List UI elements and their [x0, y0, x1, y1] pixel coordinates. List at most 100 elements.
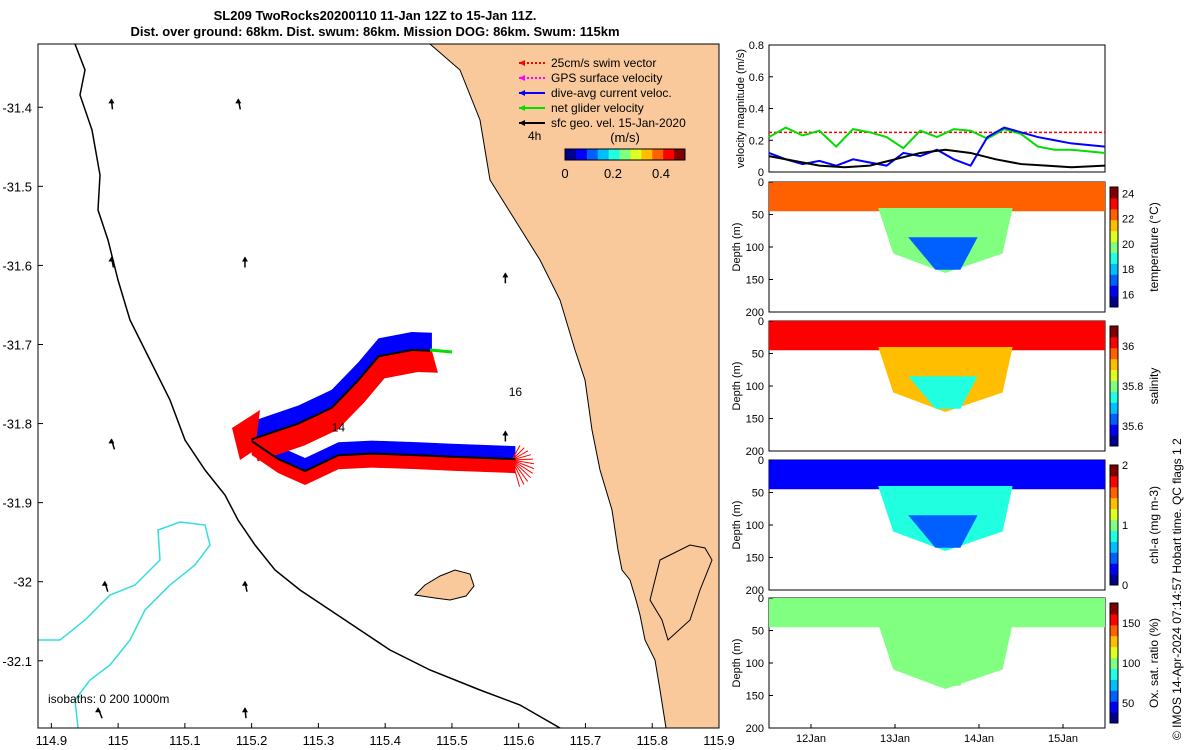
map-xtick-label-5: 115.4	[369, 733, 401, 748]
map-xtick-label-2: 115.1	[169, 733, 201, 748]
salinity-colorbar-seg-4	[1110, 391, 1118, 403]
chla-panel: 0 50 100 150 200 Depth (m) 0 1 2 chl-a (mg m-3)	[731, 455, 1161, 597]
chla-colorbar-seg-7	[1110, 497, 1118, 510]
oxygen-colorbar-frame	[1109, 602, 1119, 724]
map-xtick-label-9: 115.8	[636, 733, 668, 748]
salinity-colorbar-seg-6	[1110, 369, 1118, 382]
map-colorbar-seg-5	[619, 149, 631, 160]
salinity-colorbar-seg-10	[1110, 326, 1118, 338]
temperature-colorbar-seg-6	[1110, 230, 1118, 243]
chla-ylabel: Depth (m)	[731, 501, 743, 550]
chla-colorbar-seg-8	[1110, 486, 1118, 499]
temperature-colorbar-tick-2: 20	[1122, 239, 1134, 251]
oxygen-colorbar-seg-0	[1110, 712, 1118, 724]
temperature-colorbar-seg-8	[1110, 208, 1118, 221]
chla-colorbar-seg-5	[1110, 519, 1118, 531]
oxygen-surface-layer	[769, 598, 1105, 628]
map-xtick-label-6: 115.5	[436, 733, 468, 748]
oxygen-colorbar-seg-2	[1110, 690, 1118, 702]
oxygen-colorbar-label: Ox. sat. ratio (%)	[1147, 618, 1161, 708]
velocity-ytick-label-0: 0	[758, 167, 764, 179]
dive-avg-ribbon-back	[251, 427, 516, 472]
map-ytick-label-5: -31.9	[2, 496, 32, 511]
chla-ytick-label-0: 0	[758, 455, 764, 467]
legend-arrowhead-2	[519, 90, 525, 96]
map-colorbar-seg-1	[575, 149, 588, 160]
chla-surface-layer	[769, 460, 1105, 490]
copyright-note: © IMOS 14-Apr-2024 07:14:57 Hobart time.…	[1170, 438, 1184, 740]
temperature-ytick-label-3: 150	[746, 275, 764, 287]
salinity-panel: 0 50 100 150 200 Depth (m) 35.6 35.8 36 salinity	[731, 316, 1161, 458]
velocity-series-1	[768, 126, 1106, 154]
legend-arrowhead-1	[519, 75, 525, 81]
salinity-deep-layer	[908, 376, 978, 409]
temperature-panel: 0 50 100 150 200 Depth (m) 16 18 20 22 24 temperatu…	[731, 177, 1161, 319]
map-colorbar-note: 4h	[528, 129, 541, 143]
map-colorbar-tick-2: 0.4	[652, 166, 670, 181]
temperature-colorbar-seg-4	[1110, 252, 1118, 264]
temperature-ytick-label-2: 100	[746, 242, 764, 254]
map-ytick-label-4: -31.8	[2, 417, 32, 432]
geo-vector-6	[502, 272, 509, 284]
map-panel: 16 14 isobaths: 0 200 1000m 114.9 115 115.1 11…	[2, 43, 735, 748]
map-ytick-label-2: -31.6	[2, 258, 32, 273]
temperature-surface-layer	[769, 182, 1105, 212]
temperature-colorbar-seg-5	[1110, 241, 1118, 253]
map-ytick-label-0: -31.4	[2, 100, 32, 115]
map-colorbar-seg-0	[565, 149, 577, 160]
oxygen-colorbar-tick-0: 50	[1122, 698, 1134, 710]
chla-colorbar-seg-6	[1110, 508, 1118, 521]
land-peninsula	[649, 544, 713, 641]
temperature-colorbar-tick-3: 22	[1122, 214, 1134, 226]
salinity-ytick-label-0: 0	[758, 316, 764, 328]
map-colorbar-frame	[564, 148, 686, 161]
geo-vector-1	[235, 98, 242, 110]
oxygen-colorbar-seg-3	[1110, 679, 1118, 691]
geo-vector-8	[101, 580, 109, 592]
chla-colorbar-seg-9	[1110, 475, 1118, 488]
map-colorbar-tick-0: 0	[561, 166, 568, 181]
swim-vector-end-5	[511, 459, 534, 465]
temperature-colorbar-seg-1	[1110, 285, 1118, 297]
land-mainland	[429, 44, 719, 728]
map-colorbar-seg-9	[663, 149, 675, 160]
swim-vector-end-11	[511, 459, 521, 487]
legend-item-2: dive-avg current veloc.	[519, 86, 672, 100]
map-xtick-label-1: 115	[108, 733, 129, 748]
legend-label-3: net glider velocity	[551, 101, 644, 115]
chla-ytick-label-1: 50	[752, 488, 764, 500]
chla-colorbar-frame	[1109, 464, 1119, 586]
oxygen-colorbar-tick-2: 150	[1122, 618, 1140, 630]
geo-vector-11	[241, 707, 248, 719]
map-ytick-label-6: -32	[13, 575, 32, 590]
salinity-colorbar-seg-1	[1110, 424, 1118, 436]
figure-title: SL209 TwoRocks20200110 11-Jan 12Z to 15-…	[30, 8, 720, 40]
salinity-ytick-label-4: 200	[746, 446, 764, 458]
temperature-colorbar-tick-1: 18	[1122, 264, 1134, 276]
oxygen-colorbar-seg-4	[1110, 668, 1118, 680]
map-colorbar-seg-2	[586, 149, 599, 160]
oxygen-colorbar-seg-7	[1110, 635, 1118, 648]
legend-item-1: GPS surface velocity	[519, 71, 662, 85]
velocity-frame	[768, 44, 1106, 173]
swim-vector-end-6	[511, 459, 535, 470]
map-ytick-label-1: -31.5	[2, 179, 32, 194]
chla-colorbar-seg-2	[1110, 552, 1118, 564]
chla-deep-layer	[908, 515, 978, 548]
geo-vector-4	[108, 438, 116, 450]
oxygen-ylabel: Depth (m)	[731, 639, 743, 688]
map-xtick-label-7: 115.6	[503, 733, 535, 748]
time-tick-label-0: 12Jan	[796, 733, 826, 745]
chla-colorbar-tick-1: 1	[1122, 520, 1128, 532]
salinity-colorbar-frame	[1109, 325, 1119, 447]
temperature-ytick-label-0: 0	[758, 177, 764, 189]
chla-colorbar-seg-4	[1110, 530, 1118, 542]
time-tick-label-3: 15Jan	[1048, 733, 1078, 745]
swim-vector-turnaround	[232, 410, 260, 460]
map-colorbar-title: (m/s)	[610, 130, 640, 145]
oxygen-colorbar-seg-9	[1110, 613, 1118, 626]
geo-vector-9	[241, 580, 248, 592]
salinity-ylabel: Depth (m)	[731, 362, 743, 411]
